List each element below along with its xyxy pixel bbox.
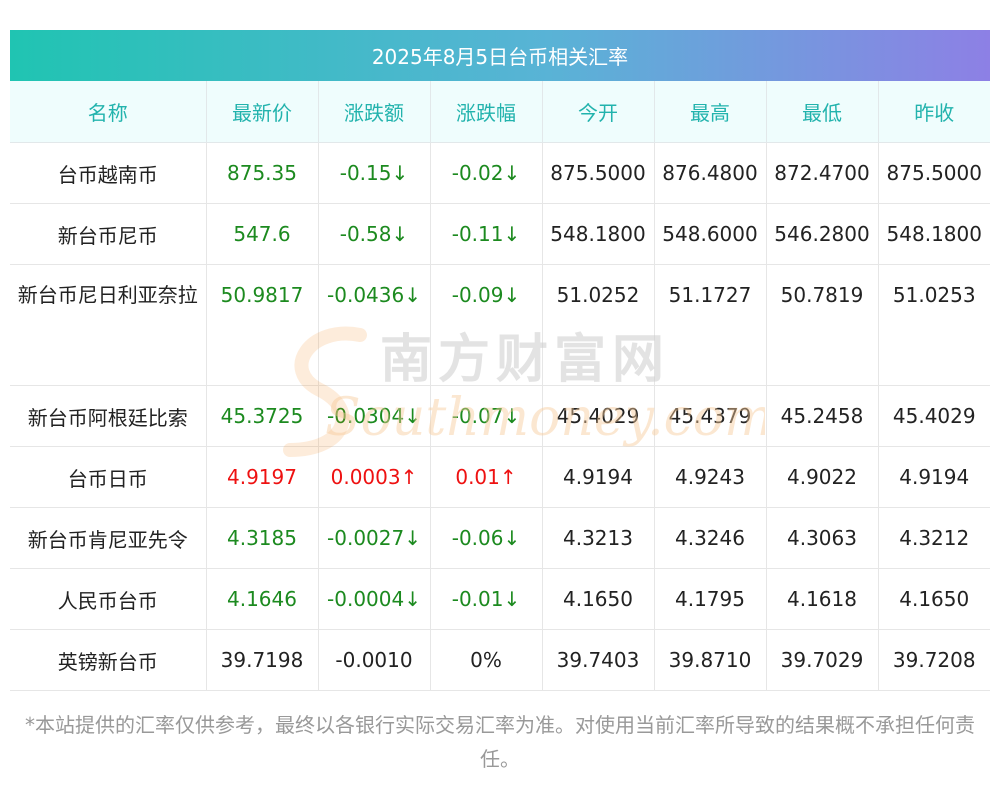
cell-name-text: 新台币尼日利亚奈拉 [17,283,198,307]
cell-latest: 4.1646 [206,568,319,630]
table-row: 台币日币 4.9197 0.0003↑ 0.01↑ 4.9194 4.9243 4.9022… [10,446,990,508]
cell-high: 51.1727 [654,264,767,386]
cell-change: -0.0436↓ [318,264,431,386]
cell-name: 台币日币 [10,446,207,508]
cell-low: 872.4700 [766,142,879,204]
cell-name: 新台币尼币 [10,203,207,265]
header-change: 涨跌额 [318,81,431,143]
cell-low: 4.9022 [766,446,879,508]
cell-open: 51.0252 [542,264,655,386]
cell-low: 45.2458 [766,385,879,447]
cell-open: 39.7403 [542,629,655,691]
cell-prev: 548.1800 [878,203,990,265]
table-title: 2025年8月5日台币相关汇率 [10,30,990,81]
header-name: 名称 [10,81,207,143]
cell-open: 4.9194 [542,446,655,508]
cell-change: -0.0027↓ [318,507,431,569]
cell-low: 4.3063 [766,507,879,569]
cell-high: 4.3246 [654,507,767,569]
header-prev: 昨收 [878,81,990,143]
table-row: 英镑新台币 39.7198 -0.0010 0% 39.7403 39.8710 39.70… [10,629,990,691]
cell-name-text: 台币越南币 [57,162,158,187]
header-high: 最高 [654,81,767,143]
cell-name: 新台币尼日利亚奈拉 [10,264,207,386]
cell-latest: 39.7198 [206,629,319,691]
table-row: 新台币阿根廷比索 45.3725 -0.0304↓ -0.07↓ 45.4029 45.4… [10,385,990,447]
cell-pct: -0.06↓ [430,507,543,569]
cell-name: 新台币阿根廷比索 [10,385,207,447]
cell-high: 548.6000 [654,203,767,265]
cell-name-text: 台币日币 [67,466,148,491]
cell-high: 876.4800 [654,142,767,204]
cell-open: 4.3213 [542,507,655,569]
cell-change: -0.15↓ [318,142,431,204]
cell-latest: 4.3185 [206,507,319,569]
cell-latest: 45.3725 [206,385,319,447]
cell-prev: 4.9194 [878,446,990,508]
cell-name-text: 英镑新台币 [57,649,158,674]
cell-low: 50.7819 [766,264,879,386]
cell-prev: 39.7208 [878,629,990,691]
cell-open: 4.1650 [542,568,655,630]
cell-pct: -0.11↓ [430,203,543,265]
cell-pct: 0% [430,629,543,691]
cell-open: 45.4029 [542,385,655,447]
cell-latest: 50.9817 [206,264,319,386]
cell-name-text: 新台币阿根廷比索 [27,405,188,430]
cell-pct: -0.09↓ [430,264,543,386]
rate-table-panel: 2025年8月5日台币相关汇率 名称 最新价 涨跌额 涨跌幅 今开 最高 最低 … [10,30,990,691]
cell-pct: -0.02↓ [430,142,543,204]
cell-low: 546.2800 [766,203,879,265]
cell-name: 新台币肯尼亚先令 [10,507,207,569]
cell-change: 0.0003↑ [318,446,431,508]
cell-latest: 4.9197 [206,446,319,508]
cell-pct: -0.07↓ [430,385,543,447]
cell-change: -0.0304↓ [318,385,431,447]
cell-high: 4.1795 [654,568,767,630]
cell-name-text: 新台币尼币 [57,223,158,248]
cell-name-text: 人民币台币 [57,588,158,613]
cell-pct: 0.01↑ [430,446,543,508]
cell-name: 英镑新台币 [10,629,207,691]
cell-name: 人民币台币 [10,568,207,630]
cell-change: -0.58↓ [318,203,431,265]
header-open: 今开 [542,81,655,143]
header-latest: 最新价 [206,81,319,143]
cell-high: 39.8710 [654,629,767,691]
cell-prev: 45.4029 [878,385,990,447]
cell-prev: 4.3212 [878,507,990,569]
cell-change: -0.0004↓ [318,568,431,630]
header-pct: 涨跌幅 [430,81,543,143]
table-row: 台币越南币 875.35 -0.15↓ -0.02↓ 875.5000 876.4800 8… [10,142,990,204]
table-row: 新台币尼币 547.6 -0.58↓ -0.11↓ 548.1800 548.6000 54… [10,203,990,265]
table-row: 新台币尼日利亚奈拉 50.9817 -0.0436↓ -0.09↓ 51.0252 51.… [10,264,990,386]
cell-prev: 875.5000 [878,142,990,204]
rate-table: 名称 最新价 涨跌额 涨跌幅 今开 最高 最低 昨收 台币越南币 875.35 -0… [10,81,990,691]
header-low: 最低 [766,81,879,143]
cell-name: 台币越南币 [10,142,207,204]
cell-low: 4.1618 [766,568,879,630]
cell-low: 39.7029 [766,629,879,691]
cell-pct: -0.01↓ [430,568,543,630]
cell-high: 4.9243 [654,446,767,508]
disclaimer-note: *本站提供的汇率仅供参考，最终以各银行实际交易汇率为准。对使用当前汇率所导致的结… [25,713,975,771]
cell-change: -0.0010 [318,629,431,691]
cell-prev: 51.0253 [878,264,990,386]
cell-name-text: 新台币肯尼亚先令 [27,527,188,552]
table-row: 新台币肯尼亚先令 4.3185 -0.0027↓ -0.06↓ 4.3213 4.3246… [10,507,990,569]
cell-open: 875.5000 [542,142,655,204]
header-row: 名称 最新价 涨跌额 涨跌幅 今开 最高 最低 昨收 [10,81,990,143]
cell-latest: 547.6 [206,203,319,265]
cell-prev: 4.1650 [878,568,990,630]
cell-high: 45.4379 [654,385,767,447]
cell-latest: 875.35 [206,142,319,204]
table-row: 人民币台币 4.1646 -0.0004↓ -0.01↓ 4.1650 4.1795 4.1… [10,568,990,630]
cell-open: 548.1800 [542,203,655,265]
